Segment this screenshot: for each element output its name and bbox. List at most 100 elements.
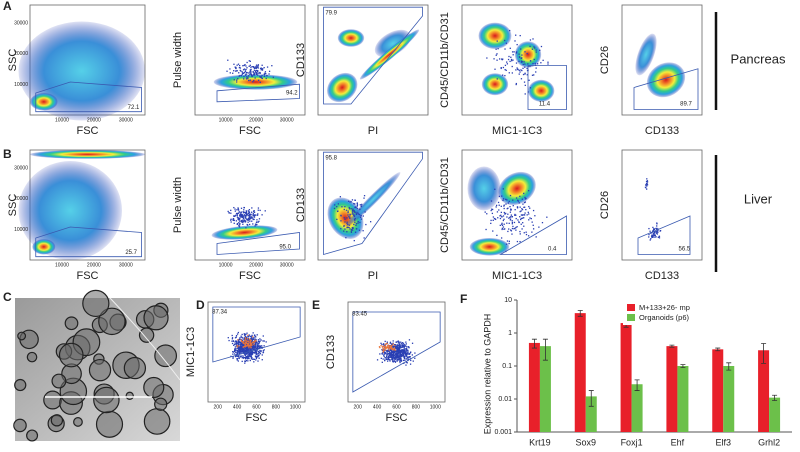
gate-value: 83.45 bbox=[352, 312, 368, 318]
x-tick-label: 1000 bbox=[430, 404, 441, 410]
event bbox=[238, 345, 240, 347]
event bbox=[242, 349, 244, 352]
event bbox=[389, 359, 391, 361]
event bbox=[240, 340, 243, 343]
event bbox=[383, 354, 385, 356]
event bbox=[403, 356, 405, 359]
event bbox=[246, 358, 248, 360]
event bbox=[248, 338, 251, 340]
event bbox=[346, 222, 348, 224]
organoid bbox=[64, 316, 79, 331]
event bbox=[244, 335, 246, 337]
event bbox=[250, 217, 252, 220]
event bbox=[531, 221, 533, 223]
event bbox=[401, 345, 404, 347]
event bbox=[241, 219, 244, 221]
event bbox=[501, 228, 503, 231]
event bbox=[646, 180, 649, 182]
event bbox=[361, 203, 363, 206]
event bbox=[233, 79, 235, 81]
event bbox=[238, 224, 240, 226]
event bbox=[509, 216, 511, 219]
event bbox=[243, 333, 245, 335]
event bbox=[491, 208, 493, 210]
event bbox=[389, 341, 392, 343]
event bbox=[509, 218, 512, 220]
gate-value: 95.8 bbox=[325, 155, 337, 161]
event bbox=[391, 351, 393, 354]
event bbox=[407, 353, 409, 355]
event bbox=[239, 347, 241, 349]
event bbox=[522, 203, 524, 205]
event bbox=[250, 214, 252, 216]
event bbox=[521, 57, 523, 59]
event bbox=[651, 234, 654, 237]
event bbox=[246, 61, 248, 64]
event bbox=[354, 199, 356, 201]
event bbox=[526, 52, 528, 55]
error-bar bbox=[588, 390, 594, 407]
event bbox=[500, 67, 502, 69]
event bbox=[241, 350, 243, 352]
event bbox=[510, 58, 513, 61]
event bbox=[503, 204, 505, 206]
event bbox=[249, 341, 252, 343]
event bbox=[255, 343, 257, 346]
event bbox=[356, 207, 358, 210]
event bbox=[533, 46, 535, 48]
event bbox=[515, 51, 518, 53]
event bbox=[250, 347, 252, 349]
event bbox=[249, 216, 251, 218]
event bbox=[652, 229, 654, 232]
event bbox=[532, 228, 535, 230]
event bbox=[255, 65, 257, 68]
event bbox=[390, 352, 392, 354]
x-tick-label: 600 bbox=[252, 404, 261, 410]
event bbox=[245, 227, 247, 229]
event bbox=[508, 217, 510, 219]
event bbox=[242, 216, 244, 219]
event bbox=[247, 210, 249, 212]
event bbox=[517, 68, 519, 70]
event bbox=[400, 341, 402, 343]
density bbox=[635, 33, 657, 76]
gate-value: 11.4 bbox=[539, 102, 551, 108]
edge bbox=[109, 297, 181, 381]
density bbox=[528, 79, 555, 102]
y-axis-label: SSC bbox=[7, 194, 19, 217]
density bbox=[211, 225, 278, 240]
event bbox=[391, 348, 394, 351]
event bbox=[354, 219, 356, 221]
event bbox=[245, 78, 248, 80]
event bbox=[393, 349, 395, 351]
event bbox=[250, 335, 252, 338]
event bbox=[336, 218, 338, 221]
event bbox=[511, 227, 514, 230]
event bbox=[506, 240, 509, 242]
event bbox=[397, 342, 400, 344]
event bbox=[251, 353, 253, 355]
event bbox=[405, 361, 408, 363]
event bbox=[387, 353, 389, 355]
event bbox=[343, 208, 345, 211]
event bbox=[496, 234, 498, 237]
event bbox=[652, 235, 654, 237]
event bbox=[354, 210, 356, 213]
event bbox=[245, 341, 247, 343]
event bbox=[516, 206, 519, 208]
event bbox=[534, 62, 536, 65]
event bbox=[241, 72, 244, 74]
event bbox=[246, 72, 248, 74]
event bbox=[406, 350, 408, 352]
event bbox=[249, 79, 251, 81]
event bbox=[250, 356, 252, 358]
event bbox=[263, 345, 265, 347]
event bbox=[252, 348, 254, 350]
event bbox=[547, 61, 549, 63]
event bbox=[390, 345, 393, 347]
event bbox=[242, 342, 244, 344]
event bbox=[389, 360, 391, 362]
event bbox=[236, 342, 238, 344]
organoid bbox=[154, 397, 168, 411]
event bbox=[348, 208, 351, 210]
